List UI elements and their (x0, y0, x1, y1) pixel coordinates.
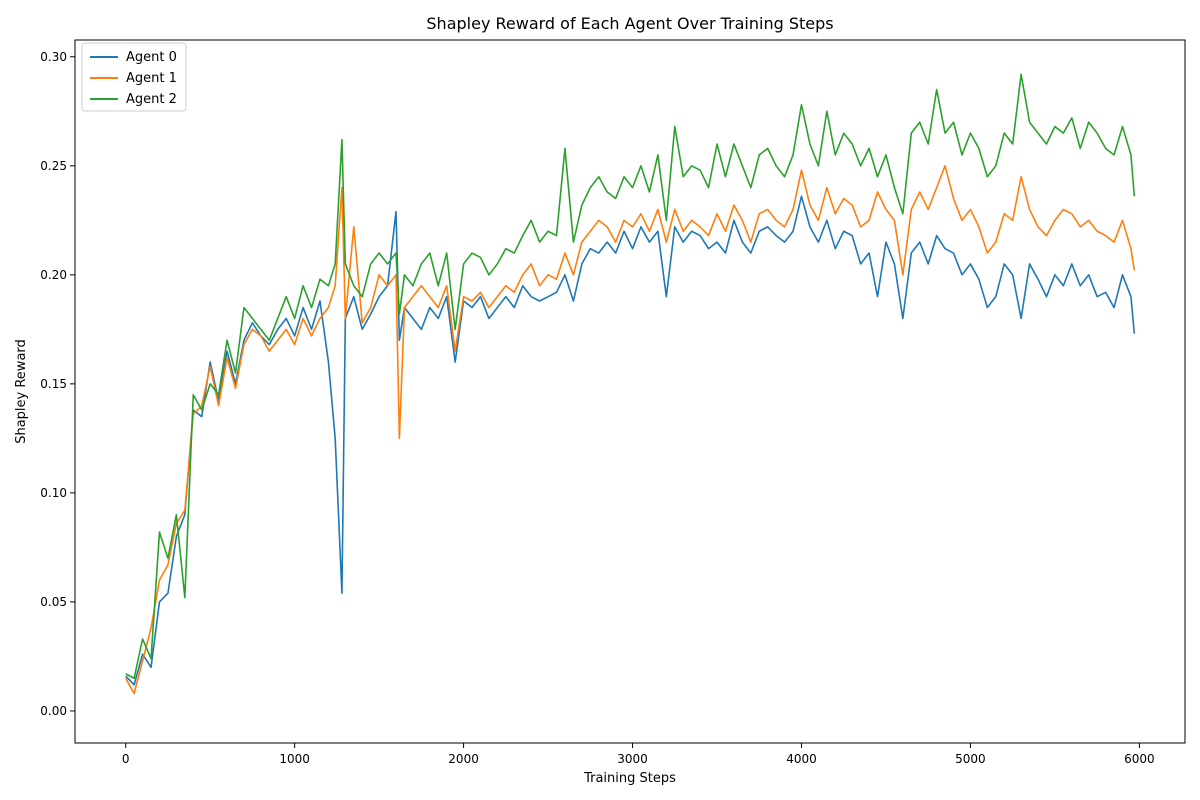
legend: Agent 0 Agent 1 Agent 2 (81, 42, 187, 112)
plot-frame (74, 39, 1186, 744)
x-tick-label: 0 (122, 752, 130, 766)
y-axis: 0.00 0.05 0.10 0.15 0.20 0.25 0.30 (40, 50, 75, 718)
x-axis-label: Training Steps (583, 771, 676, 786)
plot-lines (124, 73, 1136, 695)
legend-label: Agent 2 (126, 92, 177, 107)
y-tick-label: 0.00 (40, 704, 67, 718)
y-tick-label: 0.10 (40, 486, 67, 500)
x-tick-label: 6000 (1124, 752, 1155, 766)
y-tick-label: 0.05 (40, 595, 67, 609)
y-tick-label: 0.20 (40, 268, 67, 282)
x-axis: 0 1000 2000 3000 4000 5000 6000 (122, 743, 1155, 766)
legend-label: Agent 1 (126, 71, 177, 86)
y-tick-label: 0.25 (40, 159, 67, 173)
legend-box (81, 42, 187, 112)
x-tick-label: 1000 (279, 752, 310, 766)
y-tick-label: 0.30 (40, 50, 67, 64)
x-tick-label: 5000 (955, 752, 986, 766)
chart-title: Shapley Reward of Each Agent Over Traini… (426, 14, 833, 33)
legend-label: Agent 0 (126, 50, 177, 65)
x-tick-label: 3000 (617, 752, 648, 766)
series-line-agent-2 (125, 73, 1136, 680)
y-tick-label: 0.15 (40, 377, 67, 391)
series-line-agent-1 (124, 165, 1136, 695)
y-axis-label: Shapley Reward (14, 339, 29, 444)
x-tick-label: 4000 (786, 752, 817, 766)
series-line-agent-0 (125, 195, 1136, 686)
x-tick-label: 2000 (448, 752, 479, 766)
